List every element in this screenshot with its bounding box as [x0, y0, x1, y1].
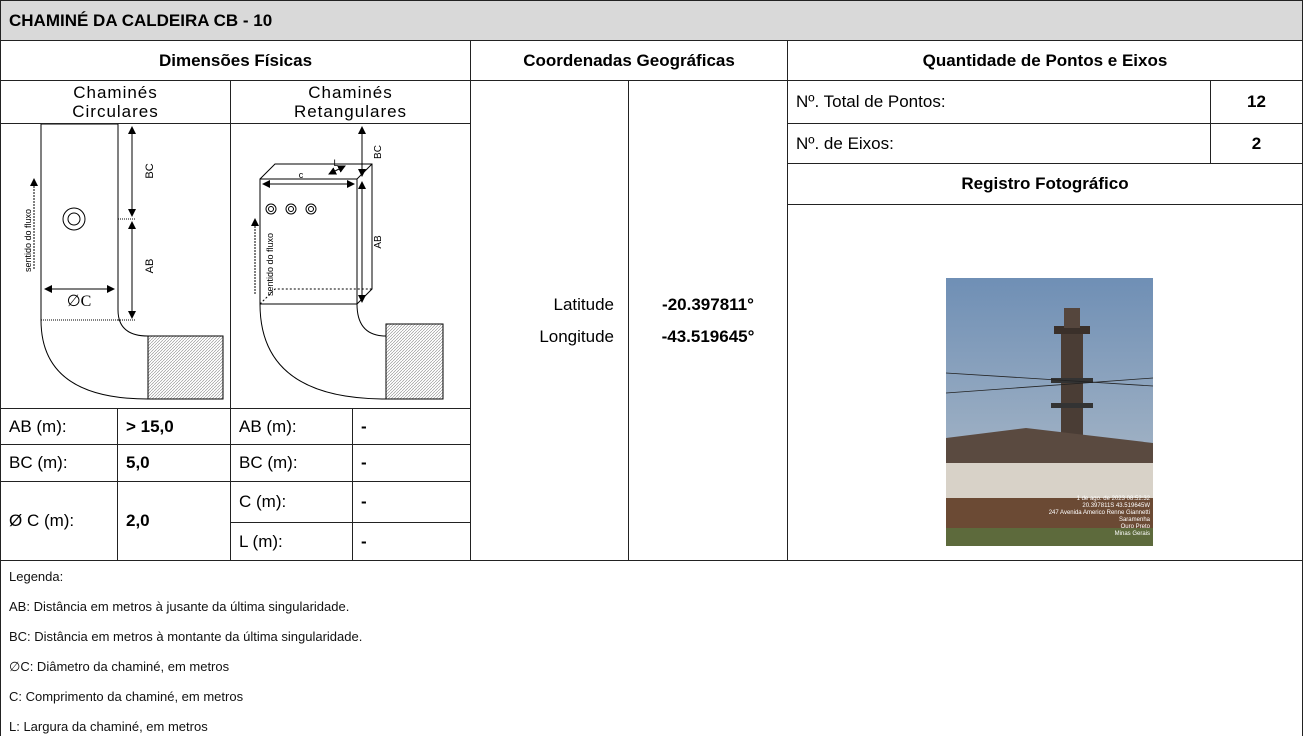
diagram-cell: c L BC AB sentido do fluxo [230, 123, 471, 409]
diagram-label: BC [144, 163, 156, 178]
section-header: Dimensões Físicas [0, 40, 471, 81]
coord-label: Latitude [553, 294, 615, 314]
label-cell: L (m): [230, 522, 353, 561]
coord-values: -20.397811° -43.519645° [628, 80, 788, 561]
coord-label: Longitude [539, 326, 614, 346]
diagram-label: ∅C [67, 293, 92, 310]
legend-item: ∅C: Diâmetro da chaminé, em metros [9, 659, 230, 674]
diagram-label: L [333, 158, 338, 168]
photo-stamp: 247 Avenida Americo Renne Giannetti [1049, 510, 1150, 516]
photo-header: Registro Fotográfico [787, 163, 1303, 205]
legend-title: Legenda: [9, 569, 64, 584]
photo-stamp: 20.397811S 43.519645W [1082, 503, 1150, 509]
label-cell: C (m): [230, 481, 353, 523]
coord-value: -20.397811° [662, 294, 754, 314]
subheader: Chaminés Circulares [0, 80, 231, 124]
value-cell: 12 [1210, 80, 1303, 124]
photo-stamp: Saramenha [1119, 517, 1151, 523]
label-cell: Nº. Total de Pontos: [787, 80, 1211, 124]
label-cell: AB (m): [0, 408, 118, 445]
diagram-label: AB [144, 259, 156, 274]
value-cell: 2 [1210, 123, 1303, 164]
photo: 1 de ago. de 2023 08:52:32 20.397811S 43… [946, 278, 1153, 546]
label-cell: BC (m): [0, 444, 118, 482]
coord-labels: Latitude Longitude [470, 80, 629, 561]
diagram-label: sentido do fluxo [265, 233, 275, 296]
diagram-label: AB [373, 235, 384, 249]
circular-diagram: sentido do fluxo BC AB ∅C [23, 124, 224, 400]
label-cell: Ø C (m): [0, 481, 118, 561]
photo-stamp: 1 de ago. de 2023 08:52:32 [1077, 496, 1151, 502]
diagram-label: BC [373, 145, 384, 159]
value-cell: - [352, 522, 471, 561]
photo-cell: 1 de ago. de 2023 08:52:32 20.397811S 43… [787, 204, 1303, 561]
section-header: Coordenadas Geográficas [470, 40, 788, 81]
rectangular-diagram: c L BC AB sentido do fluxo [251, 126, 444, 400]
legend-item: C: Comprimento da chaminé, em metros [9, 689, 244, 704]
subheader: Chaminés Retangulares [230, 80, 471, 124]
legend: Legenda: AB: Distância em metros à jusan… [0, 560, 1303, 736]
photo-stamp: Minas Gerais [1115, 531, 1150, 537]
diagram-cell: sentido do fluxo BC AB ∅C [0, 123, 231, 409]
legend-item: BC: Distância em metros à montante da úl… [9, 629, 363, 644]
title: CHAMINÉ DA CALDEIRA CB - 10 [0, 0, 1303, 41]
value-cell: 5,0 [117, 444, 231, 482]
legend-item: AB: Distância em metros à jusante da últ… [9, 599, 350, 614]
value-cell: - [352, 481, 471, 523]
section-header: Quantidade de Pontos e Eixos [787, 40, 1303, 81]
value-cell: - [352, 444, 471, 482]
legend-item: L: Largura da chaminé, em metros [9, 719, 208, 734]
label-cell: Nº. de Eixos: [787, 123, 1211, 164]
label-cell: BC (m): [230, 444, 353, 482]
value-cell: - [352, 408, 471, 445]
coord-value: -43.519645° [661, 326, 755, 346]
value-cell: 2,0 [117, 481, 231, 561]
diagram-label: sentido do fluxo [23, 209, 33, 272]
value-cell: > 15,0 [117, 408, 231, 445]
photo-stamp: Ouro Preto [1121, 524, 1151, 530]
diagram-label: c [299, 170, 304, 180]
label-cell: AB (m): [230, 408, 353, 445]
